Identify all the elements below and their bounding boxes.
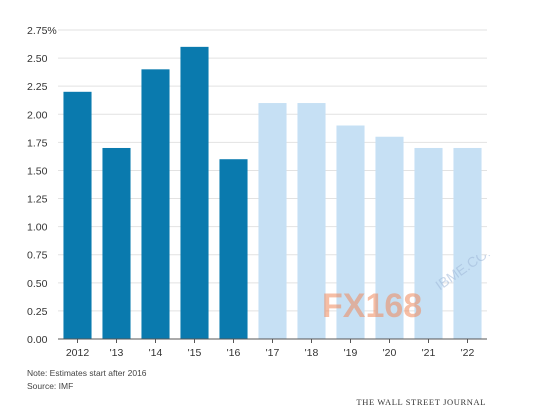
bar <box>180 46 209 339</box>
y-tick-label: 2.25 <box>27 81 48 93</box>
x-tick-label: 2012 <box>66 347 90 359</box>
chart-source: Source: IMF <box>27 381 74 391</box>
chart-note: Note: Estimates start after 2016 <box>27 368 147 378</box>
bar <box>258 103 287 339</box>
y-tick-label: 1.75 <box>27 137 48 149</box>
y-tick-label: 0.00 <box>27 334 48 346</box>
y-tick-label: 1.00 <box>27 222 48 234</box>
y-tick-label: 0.50 <box>27 278 48 290</box>
x-tick-label: '13 <box>110 347 124 359</box>
watermark-brand: FX168 <box>322 287 422 325</box>
publisher-credit: THE WALL STREET JOURNAL <box>356 397 486 407</box>
y-tick-label: 1.25 <box>27 194 48 206</box>
x-tick-label: '14 <box>149 347 163 359</box>
y-tick-label: 2.00 <box>27 109 48 121</box>
bar <box>453 147 482 339</box>
watermark-domain: IBME.COM <box>432 255 499 293</box>
x-tick-label: '20 <box>383 347 397 359</box>
x-tick-label: '16 <box>227 347 241 359</box>
x-tick-label: '18 <box>305 347 319 359</box>
y-axis-tick-labels: 0.00 0.25 0.50 0.75 1.00 1.25 1.50 1.75 2.00 2.25… <box>27 25 57 346</box>
bars <box>63 46 482 339</box>
bar <box>63 91 92 339</box>
bar <box>297 103 326 339</box>
x-tick-label: '21 <box>422 347 436 359</box>
bar <box>414 147 443 339</box>
x-tick-label: '22 <box>461 347 475 359</box>
y-tick-label: 0.25 <box>27 306 48 318</box>
y-tick-label: 0.75 <box>27 250 48 262</box>
bar <box>375 136 404 339</box>
bar <box>336 125 365 339</box>
x-tick-label: '17 <box>266 347 280 359</box>
x-tick-label: '15 <box>188 347 202 359</box>
watermark-logo: FX168 IBME.COM <box>322 255 500 325</box>
y-tick-label: 2.75% <box>27 25 57 37</box>
bar <box>102 147 131 339</box>
bar <box>219 159 248 339</box>
bar <box>141 69 170 339</box>
y-tick-label: 1.50 <box>27 165 48 177</box>
x-tick-label: '19 <box>344 347 358 359</box>
x-axis-tick-labels: 2012 '13 '14 '15 '16 '17 '18 '19 '20 '21 '22 <box>66 339 475 359</box>
y-tick-label: 2.50 <box>27 53 48 65</box>
